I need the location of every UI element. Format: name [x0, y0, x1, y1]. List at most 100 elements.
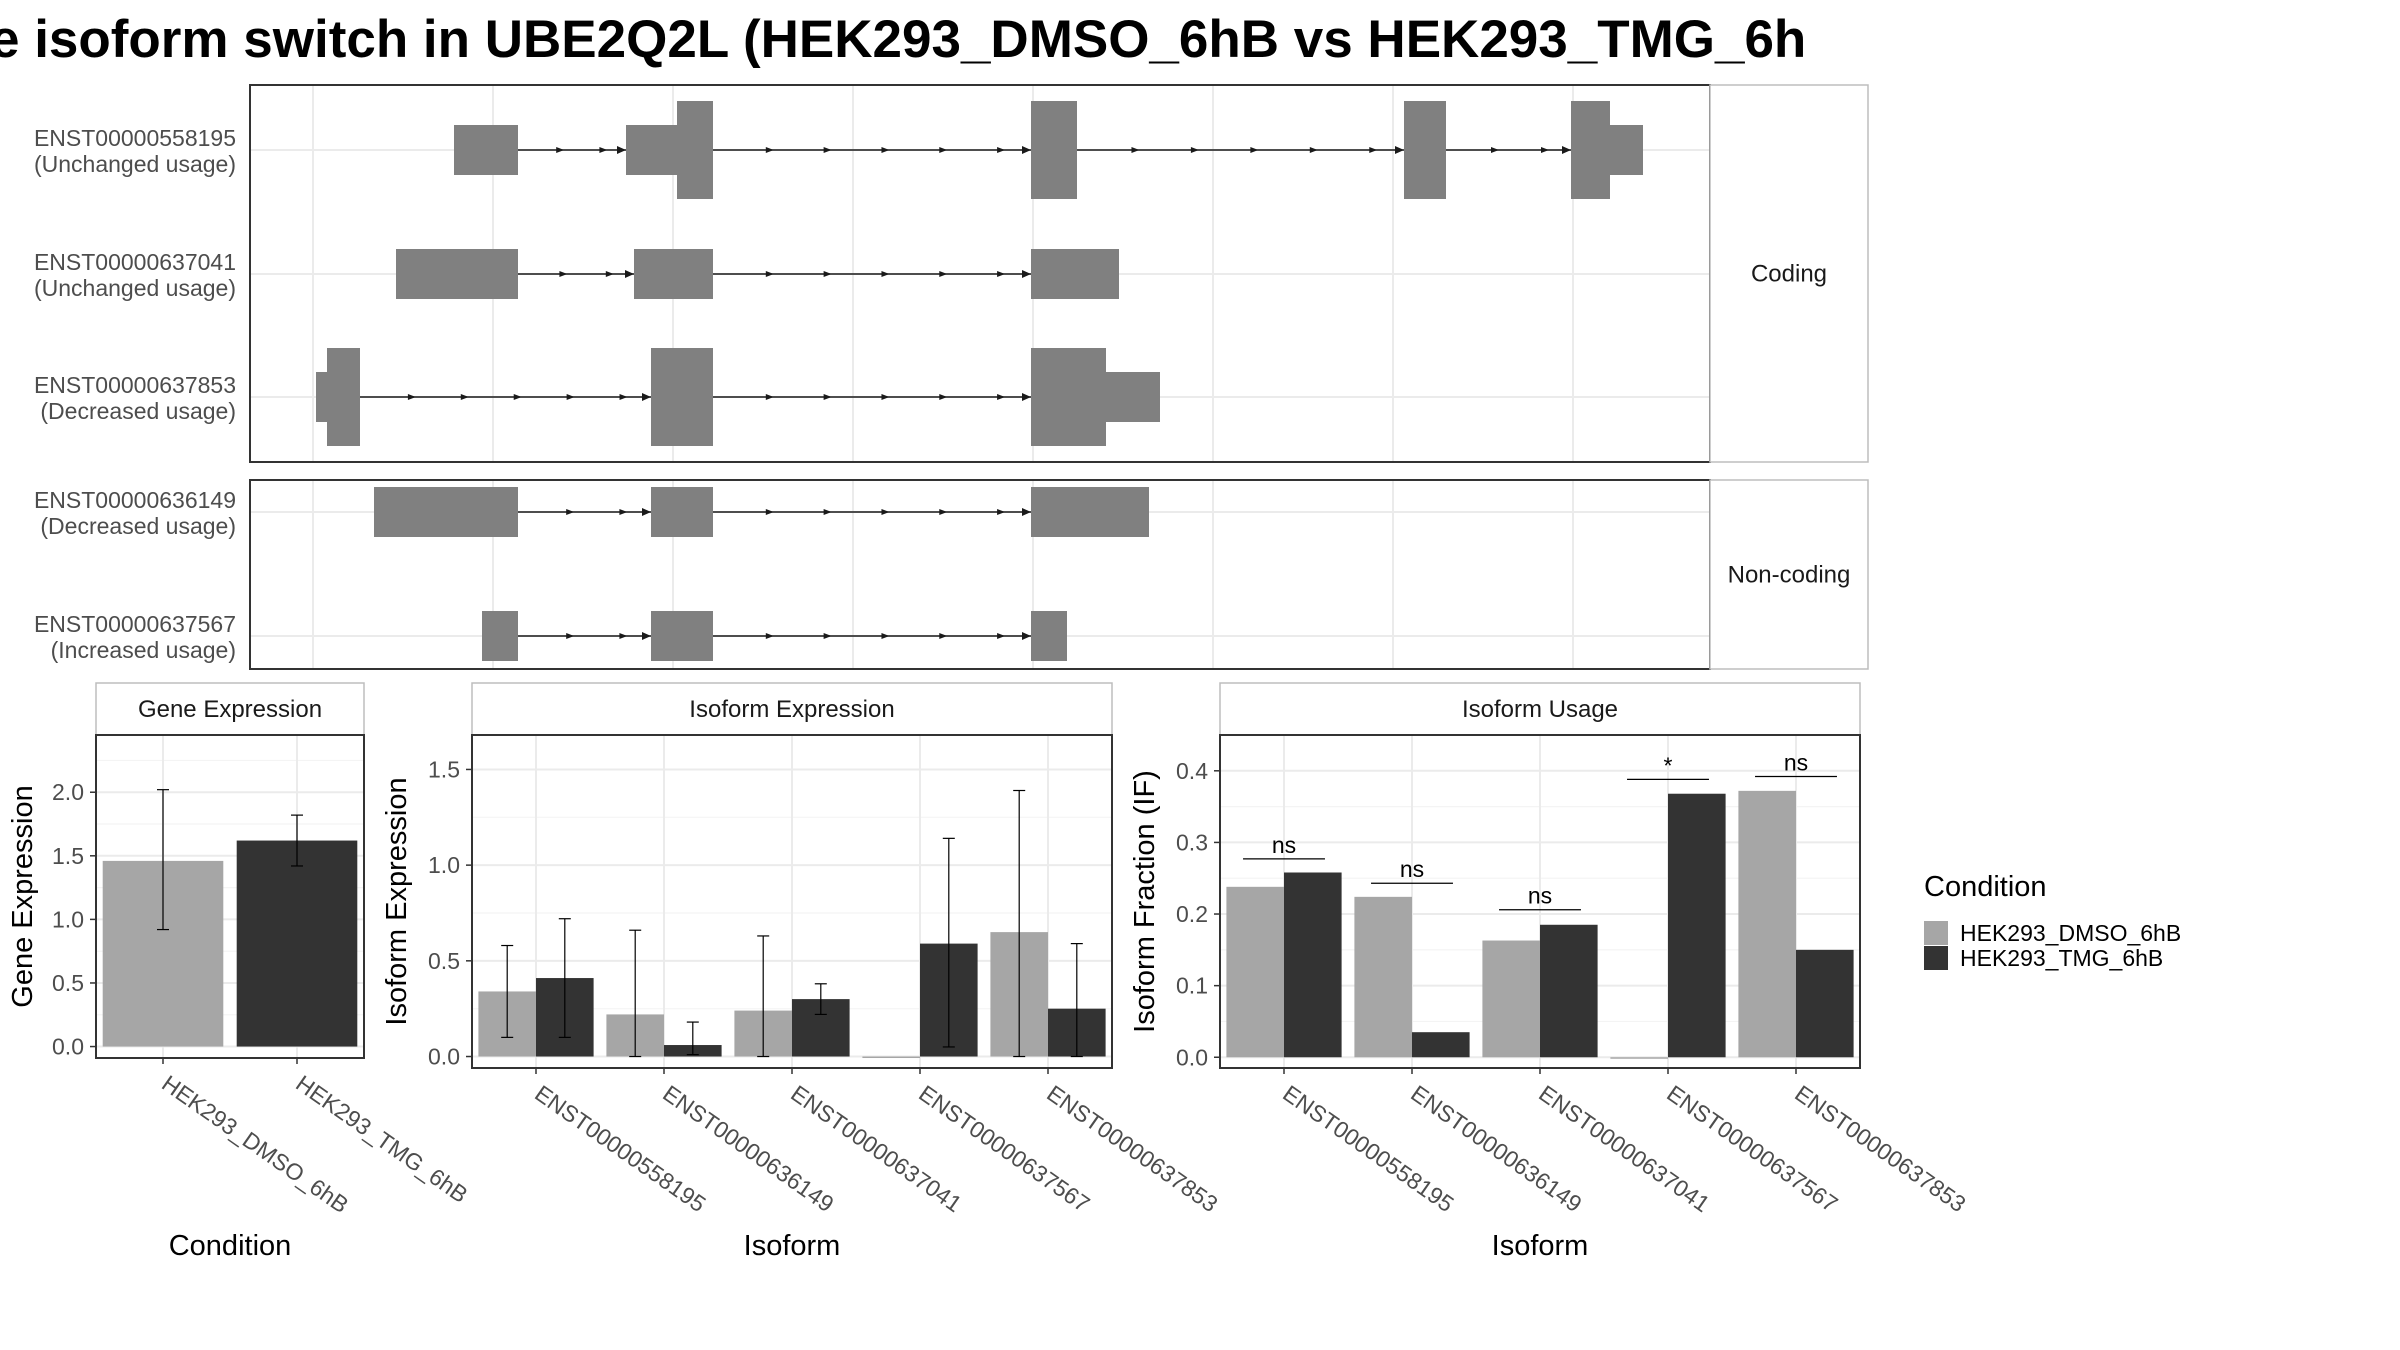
direction-arrow: [881, 271, 890, 277]
utr-exon: [316, 372, 327, 422]
error-bar: [157, 789, 169, 931]
x-axis-title: Isoform: [744, 1230, 841, 1262]
direction-arrow: [765, 271, 774, 277]
direction-arrow: [881, 147, 890, 153]
direction-arrow: [566, 394, 575, 400]
utr-exon: [1031, 487, 1149, 537]
direction-arrow: [513, 394, 522, 400]
direction-arrow: [997, 394, 1006, 400]
direction-arrow: [939, 633, 948, 639]
facet-label: Coding: [1751, 261, 1827, 288]
error-bar: [501, 944, 514, 1038]
direction-arrow: [642, 632, 651, 640]
direction-arrow: [1022, 146, 1031, 154]
legend-swatch-dmso: [1924, 921, 1948, 945]
y-tick-label: 0.5: [428, 948, 460, 974]
bar-ENST00000637567-HEK293_DMSO_6hB: [862, 1056, 920, 1059]
direction-arrow: [881, 509, 890, 515]
utr-exon: [454, 125, 518, 175]
x-axis-title: Isoform: [1492, 1230, 1589, 1262]
direction-arrow: [765, 633, 774, 639]
direction-arrow: [1541, 147, 1549, 153]
direction-arrow: [1562, 146, 1571, 154]
significance-label: ns: [1784, 750, 1808, 776]
direction-arrow: [823, 633, 832, 639]
direction-arrow: [997, 147, 1006, 153]
direction-arrow: [619, 509, 628, 515]
direction-arrow: [407, 394, 416, 400]
direction-arrow: [1250, 147, 1259, 153]
direction-arrow: [939, 509, 948, 515]
error-bar: [558, 918, 571, 1038]
direction-arrow: [823, 147, 832, 153]
utr-exon: [651, 487, 713, 537]
panel-strip: [471, 682, 1113, 736]
y-axis-title: Gene Expression: [7, 785, 39, 1007]
error-bar: [757, 935, 770, 1058]
legend-label-dmso: HEK293_DMSO_6hB: [1960, 920, 2181, 946]
panel-border: [1219, 734, 1861, 1069]
utr-exon: [1106, 372, 1160, 422]
transcript-id-label: ENST00000636149: [34, 487, 236, 513]
panel-strip: [95, 682, 365, 736]
utr-exon: [634, 249, 713, 299]
y-tick-label: 1.5: [52, 843, 84, 869]
direction-arrow: [1369, 147, 1378, 153]
y-tick-label: 0.1: [1176, 973, 1208, 999]
utr-exon: [1031, 611, 1067, 661]
significance-label: ns: [1272, 832, 1296, 858]
error-bar: [1013, 789, 1026, 1058]
direction-arrow: [1395, 146, 1404, 154]
direction-arrow: [1022, 632, 1031, 640]
direction-arrow: [1131, 147, 1140, 153]
direction-arrow: [599, 147, 608, 153]
direction-arrow: [619, 633, 628, 639]
coding-exon: [677, 101, 713, 199]
direction-arrow: [997, 271, 1006, 277]
transcript-ENST00000636149: [374, 487, 1149, 537]
transcript-id-label: ENST00000637853: [34, 372, 236, 398]
error-bar: [686, 1021, 699, 1056]
bar-ENST00000637567-HEK293_TMG_6hB: [1668, 793, 1726, 1058]
direction-arrow: [765, 509, 774, 515]
panel-strip-label: Isoform Expression: [689, 696, 894, 723]
transcript-usage-label: (Decreased usage): [40, 513, 236, 539]
error-bar: [1070, 943, 1083, 1058]
coding-exon: [1031, 348, 1106, 446]
transcript-usage-label: (Decreased usage): [40, 398, 236, 424]
coding-exon: [1571, 101, 1610, 199]
transcript-structure-plot: ENST00000558195(Unchanged usage)ENST0000…: [34, 84, 1869, 670]
y-tick-label: 0.5: [52, 970, 84, 996]
y-tick-label: 0.3: [1176, 829, 1208, 855]
y-tick-label: 0.0: [1176, 1044, 1208, 1070]
legend-swatch-tmg: [1924, 946, 1948, 970]
panel-strip-label: Gene Expression: [138, 696, 322, 723]
facet-strip: [1709, 84, 1869, 463]
facet-label: Non-coding: [1728, 562, 1851, 589]
utr-exon: [1031, 249, 1119, 299]
legend-label-tmg: HEK293_TMG_6hB: [1960, 945, 2163, 971]
direction-arrow: [566, 509, 575, 515]
direction-arrow: [605, 271, 614, 277]
panel-border: [471, 734, 1113, 1069]
transcript-usage-label: (Unchanged usage): [34, 151, 236, 177]
bar-ENST00000636149-HEK293_DMSO_6hB: [1354, 896, 1412, 1058]
y-tick-label: 0.0: [428, 1044, 460, 1070]
facet-strip: [1709, 479, 1869, 670]
transcript-ENST00000637041: [396, 249, 1119, 299]
utr-exon: [626, 125, 677, 175]
significance-label: ns: [1400, 856, 1424, 882]
direction-arrow: [619, 394, 628, 400]
transcript-ENST00000637853: [316, 348, 1160, 446]
direction-arrow: [939, 271, 948, 277]
coding-exon: [1031, 101, 1077, 199]
direction-arrow: [1022, 393, 1031, 401]
transcript-id-label: ENST00000637041: [34, 249, 236, 275]
coding-exon: [327, 348, 360, 446]
direction-arrow: [1190, 147, 1199, 153]
bar-ENST00000637853-HEK293_TMG_6hB: [1796, 949, 1854, 1058]
bar-ENST00000637041-HEK293_TMG_6hB: [1540, 924, 1598, 1058]
isoform-expression-panel: Isoform Expression0.00.51.01.5ENST000005…: [381, 682, 1223, 1262]
direction-arrow: [823, 509, 832, 515]
